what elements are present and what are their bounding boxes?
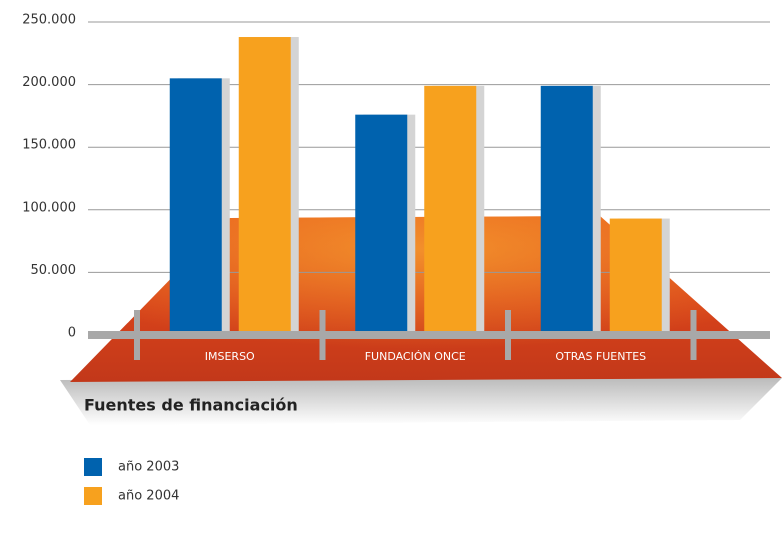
x-tick-label: IMSERSO	[205, 350, 255, 363]
legend-label: año 2003	[118, 460, 179, 475]
x-axis	[88, 331, 770, 339]
axis-post	[134, 310, 140, 360]
y-tick-label: 0	[68, 326, 76, 341]
y-tick-label: 100.000	[22, 200, 76, 215]
bar	[355, 115, 407, 335]
y-tick-label: 150.000	[22, 138, 76, 153]
axis-post	[320, 310, 326, 360]
axis-post	[505, 310, 511, 360]
legend-label: año 2004	[118, 489, 179, 504]
bar	[424, 86, 476, 335]
axis-post	[691, 310, 697, 360]
bar	[610, 219, 662, 335]
legend-swatch	[84, 458, 102, 476]
y-tick-label: 250.000	[22, 13, 76, 28]
bar	[239, 37, 291, 335]
x-tick-label: OTRAS FUENTES	[555, 350, 646, 363]
bar	[541, 86, 593, 335]
y-tick-label: 50.000	[31, 263, 77, 278]
x-tick-label: FUNDACIÓN ONCE	[365, 350, 466, 363]
chart: Fuentes de financiación 0 50.000 100.000 15…	[0, 0, 782, 539]
chart-title: Fuentes de financiación	[84, 396, 298, 415]
bar	[170, 78, 222, 335]
legend-swatch	[84, 487, 102, 505]
y-tick-label: 200.000	[22, 75, 76, 90]
